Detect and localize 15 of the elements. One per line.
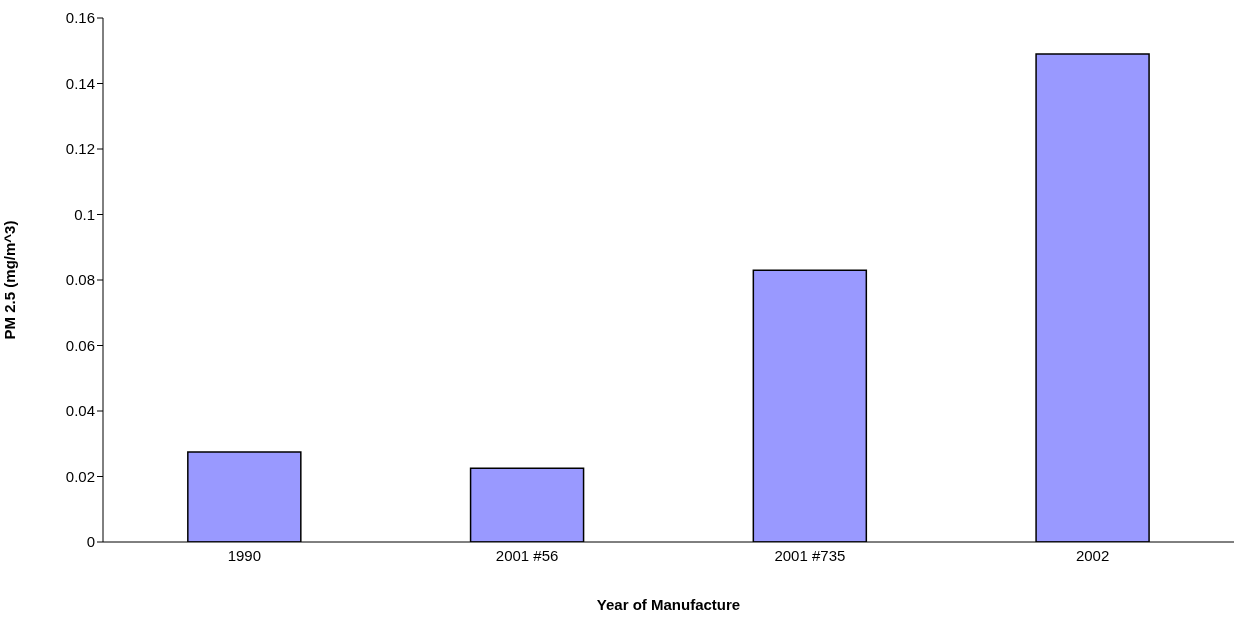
- y-tick-label: 0.12: [65, 140, 95, 158]
- y-tick-label: 0: [86, 533, 95, 551]
- y-tick-label: 0.04: [65, 402, 95, 420]
- y-axis-title: PM 2.5 (mg/m^3): [1, 220, 19, 340]
- x-tick-label: 1990: [227, 546, 262, 564]
- y-tick-label: 0.1: [74, 205, 95, 223]
- x-axis-title: Year of Manufacture: [596, 596, 741, 613]
- y-tick-label: 0.16: [65, 9, 95, 27]
- y-tick-label: 0.14: [65, 74, 95, 92]
- x-tick-label: 2001 #56: [495, 546, 559, 564]
- y-tick-label: 0.02: [65, 467, 95, 485]
- y-tick-label: 0.08: [65, 271, 95, 289]
- x-tick-label: 2001 #735: [774, 546, 846, 564]
- x-tick-label: 2002: [1075, 546, 1110, 564]
- y-tick-label: 0.06: [65, 336, 95, 354]
